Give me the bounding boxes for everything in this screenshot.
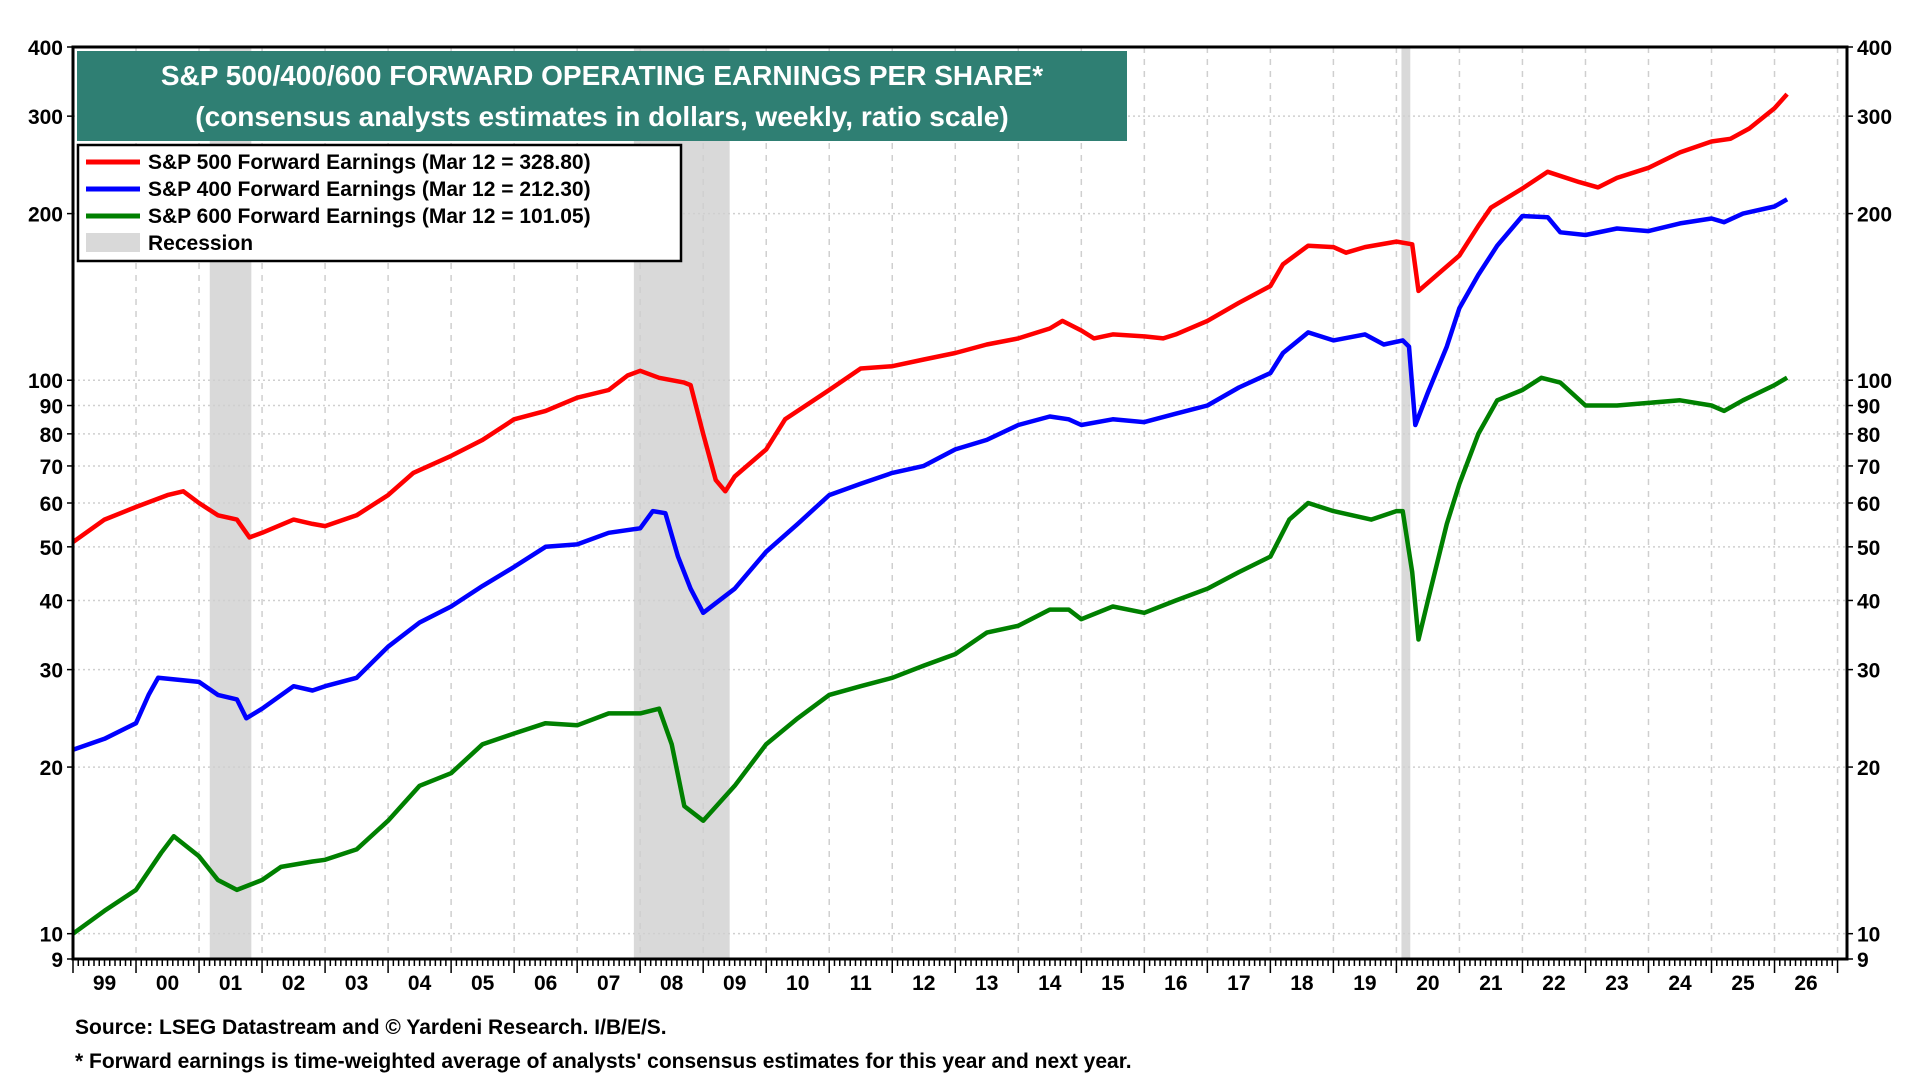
x-tick-label: 01 [219, 972, 243, 995]
y-tick-label-right: 9 [1857, 949, 1869, 972]
y-tick-label-left: 30 [40, 660, 63, 683]
y-tick-label-left: 40 [40, 590, 63, 613]
legend-sp600: S&P 600 Forward Earnings (Mar 12 = 101.0… [148, 205, 591, 228]
x-axis: 99 00 01 02 03 04 05 06 07 08 09 10 11 12 13 14 15 16 17 18… [72, 959, 1839, 995]
legend-swatch-recession [86, 233, 140, 252]
x-tick-label: 13 [975, 972, 998, 995]
x-tick-label: 09 [723, 972, 746, 995]
y-tick-label-left: 200 [28, 204, 63, 227]
chart-subtitle: (consensus analysts estimates in dollars… [195, 101, 1008, 132]
y-tick-label-right: 50 [1857, 537, 1880, 560]
x-tick-label: 99 [93, 972, 116, 995]
x-tick-label: 23 [1605, 972, 1628, 995]
y-tick-label-right: 40 [1857, 590, 1880, 613]
x-tick-label: 15 [1101, 972, 1125, 995]
y-tick-label-left: 50 [40, 537, 63, 560]
title-box: S&P 500/400/600 FORWARD OPERATING EARNIN… [77, 51, 1127, 141]
x-tick-label: 11 [850, 972, 873, 995]
y-tick-label-right: 200 [1857, 204, 1892, 227]
y-tick-label-left: 60 [40, 493, 63, 516]
y-tick-label-right: 100 [1857, 370, 1892, 393]
x-tick-label: 12 [912, 972, 935, 995]
y-tick-label-right: 90 [1857, 396, 1880, 419]
y-tick-label-left: 90 [40, 396, 63, 419]
source-note: Source: LSEG Datastream and © Yardeni Re… [75, 1016, 667, 1039]
x-tick-label: 06 [534, 972, 557, 995]
x-tick-label: 05 [471, 972, 495, 995]
x-tick-label: 14 [1038, 972, 1062, 995]
chart-title: S&P 500/400/600 FORWARD OPERATING EARNIN… [161, 60, 1043, 91]
y-tick-label-left: 70 [40, 456, 63, 479]
y-tick-label-right: 300 [1857, 106, 1892, 129]
legend-recession: Recession [148, 232, 253, 255]
x-tick-label: 20 [1416, 972, 1439, 995]
x-tick-label: 16 [1164, 972, 1187, 995]
x-tick-label: 26 [1794, 972, 1817, 995]
y-tick-label-right: 70 [1857, 456, 1880, 479]
x-tick-label: 24 [1668, 972, 1692, 995]
sp500-line [71, 92, 1789, 544]
y-tick-label-right: 400 [1857, 37, 1892, 60]
legend-sp400: S&P 400 Forward Earnings (Mar 12 = 212.3… [148, 178, 591, 201]
y-tick-label-right: 10 [1857, 924, 1880, 947]
x-tick-label: 04 [408, 972, 432, 995]
series-lines [71, 92, 1789, 936]
y-tick-label-left: 9 [51, 949, 63, 972]
x-tick-label: 00 [156, 972, 179, 995]
x-tick-label: 21 [1479, 972, 1503, 995]
y-tick-label-right: 20 [1857, 757, 1880, 780]
y-tick-label-left: 300 [28, 106, 63, 129]
legend-sp500: S&P 500 Forward Earnings (Mar 12 = 328.8… [148, 151, 591, 174]
x-tick-label: 19 [1353, 972, 1376, 995]
y-tick-label-left: 80 [40, 424, 63, 447]
y-tick-label-left: 10 [40, 924, 63, 947]
sp600-line [71, 375, 1789, 936]
x-tick-label: 17 [1227, 972, 1250, 995]
x-tick-label: 18 [1290, 972, 1314, 995]
x-tick-label: 25 [1731, 972, 1755, 995]
y-tick-label-left: 400 [28, 37, 63, 60]
x-tick-label: 10 [786, 972, 809, 995]
y-tick-label-right: 80 [1857, 424, 1880, 447]
recession-band [1401, 47, 1411, 959]
y-tick-label-left: 100 [28, 370, 63, 393]
x-tick-label: 02 [282, 972, 305, 995]
legend: S&P 500 Forward Earnings (Mar 12 = 328.8… [76, 143, 683, 263]
sp400-line [72, 197, 1789, 752]
y-tick-label-left: 20 [40, 757, 63, 780]
x-tick-label: 03 [345, 972, 368, 995]
footnote: * Forward earnings is time-weighted aver… [75, 1050, 1132, 1073]
x-tick-label: 08 [660, 972, 684, 995]
x-tick-label: 07 [597, 972, 620, 995]
y-tick-label-right: 60 [1857, 493, 1880, 516]
y-tick-label-right: 30 [1857, 660, 1880, 683]
x-tick-label: 22 [1542, 972, 1565, 995]
